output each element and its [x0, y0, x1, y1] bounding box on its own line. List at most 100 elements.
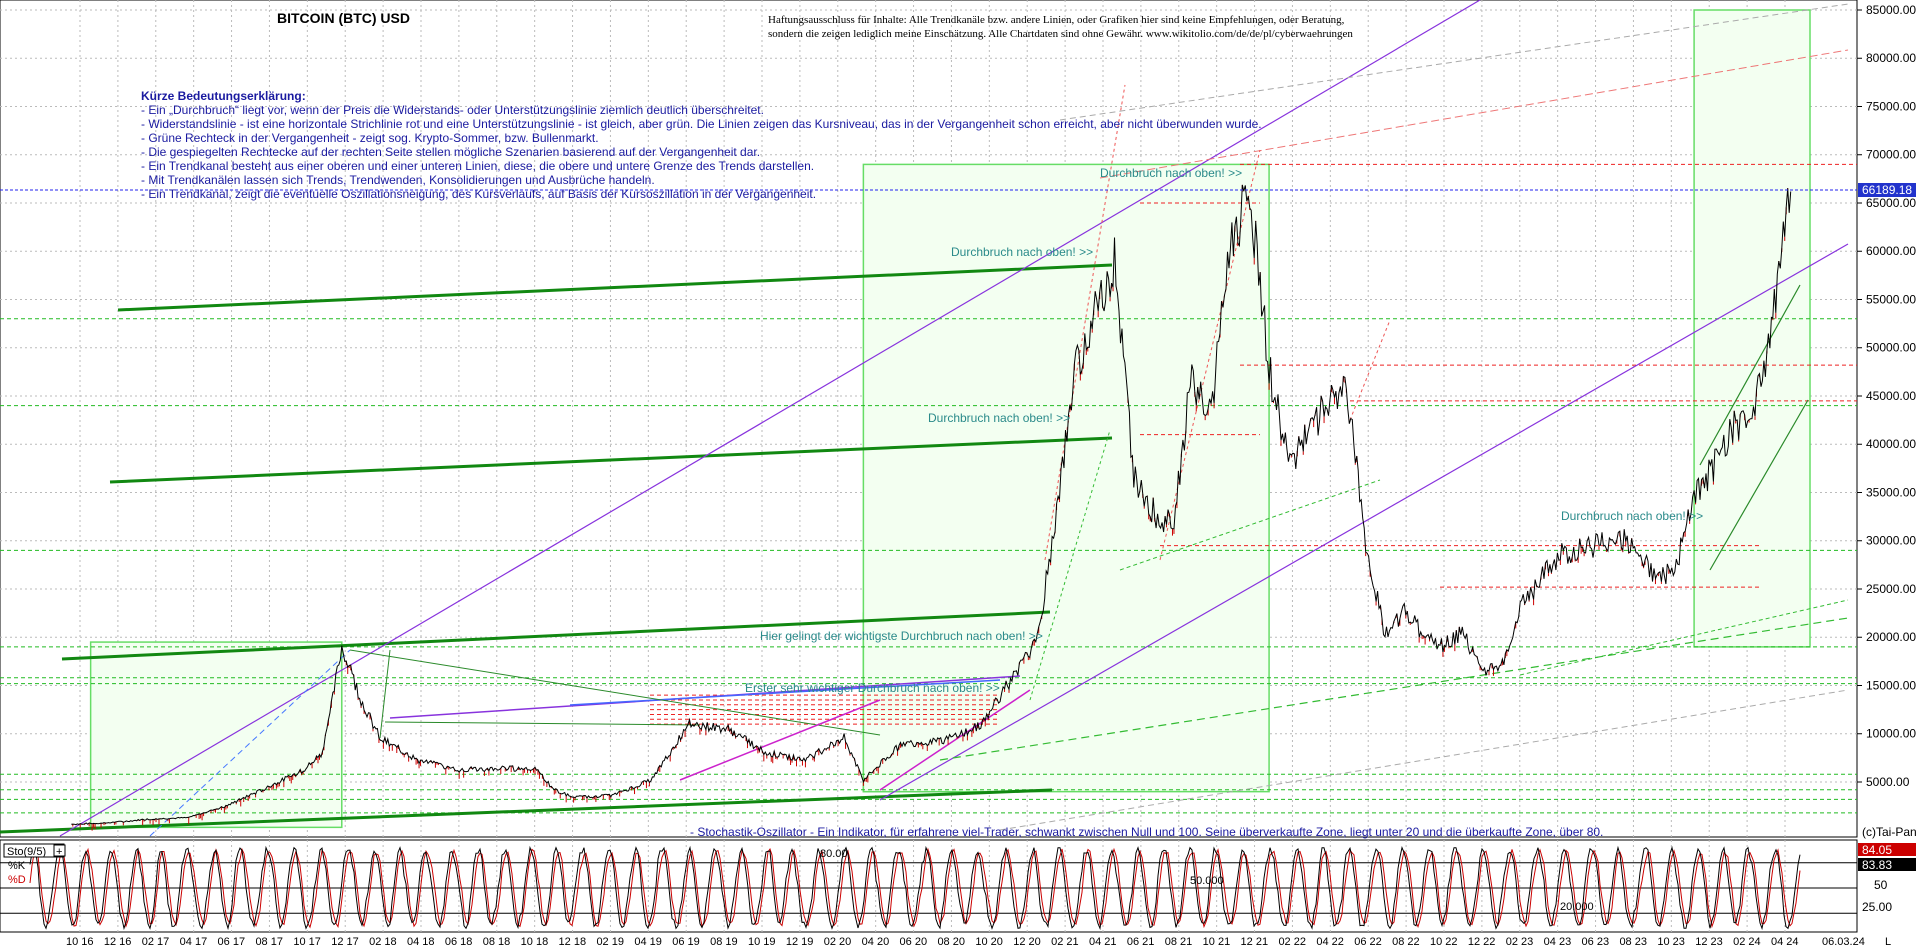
y-tick-label: 55000.00: [1866, 292, 1916, 306]
x-tick-label: 10 23: [1657, 936, 1685, 948]
y-tick-label: 70000.00: [1866, 148, 1916, 162]
x-tick-label: 02 18: [369, 936, 397, 948]
trend-line: [61, 610, 1051, 661]
x-tick-label: 10 19: [748, 936, 776, 948]
sto-k-tag: [1858, 843, 1916, 856]
y-tick-label: 80000.00: [1866, 51, 1916, 65]
x-tick-label: 02 22: [1278, 936, 1306, 948]
bull-market-box: [862, 163, 1270, 793]
sto-expand-icon: +: [56, 846, 62, 858]
y-tick-label: 40000.00: [1866, 437, 1916, 451]
y-tick-label: 85000.00: [1866, 3, 1916, 17]
trend-line: [939, 617, 1849, 761]
trend-line: [1159, 149, 1261, 561]
x-tick-label: 10 21: [1203, 936, 1231, 948]
bull-market-box: [89, 641, 343, 829]
trend-line: [117, 263, 1113, 312]
sto-level-50: 50.000: [1190, 875, 1224, 887]
trend-line: [569, 679, 1001, 706]
copyright: (c)Tai-Pan: [1862, 825, 1916, 839]
trend-line: [1699, 284, 1801, 466]
x-tick-label: 06 21: [1127, 936, 1155, 948]
x-tick-label: 10 18: [521, 936, 549, 948]
y-tick-label: 65000.00: [1866, 196, 1916, 210]
sto-level-80: 80.00: [820, 848, 848, 860]
sto-50-label: 50: [1874, 878, 1888, 892]
bull-market-box: [1693, 9, 1811, 648]
x-tick-label: 02 17: [142, 936, 170, 948]
y-tick-label: 20000.00: [1866, 630, 1916, 644]
x-tick-label: 08 19: [710, 936, 738, 948]
y-tick-label: 10000.00: [1866, 727, 1916, 741]
x-tick-label: 08 21: [1165, 936, 1193, 948]
x-tick-label: 10 22: [1430, 936, 1458, 948]
y-tick-label: 35000.00: [1866, 485, 1916, 499]
x-tick-label: 12 22: [1468, 936, 1496, 948]
x-axis-labels: 10 16 12 16 02 17 04 17 06 17 08 17 10 17 12 17…: [66, 936, 1799, 948]
breakout-label-4: Durchbruch nach oben! >>: [1561, 509, 1703, 523]
scale-mode-label: L: [1885, 936, 1891, 948]
trend-line: [109, 436, 1113, 484]
trend-line: [1519, 599, 1849, 676]
x-tick-label: 08 23: [1619, 936, 1647, 948]
breakout-label-3: Durchbruch nach oben! >>: [928, 411, 1070, 425]
sto-d-label: %D: [8, 874, 26, 886]
legend-line: - Ein „Durchbruch“ liegt vor, wenn der P…: [141, 103, 764, 117]
sto-k-line: [29, 845, 1801, 931]
x-tick-label: 04 23: [1544, 936, 1572, 948]
trend-line: [0, 788, 1053, 834]
breakout-label-1: Durchbruch nach oben! >>: [1100, 166, 1242, 180]
stochastic-oscillator: [0, 845, 1857, 931]
x-tick-label: 02 21: [1051, 936, 1079, 948]
sto-level-20: 20.000: [1560, 901, 1594, 913]
x-tick-label: 10 16: [66, 936, 94, 948]
sto-label: Sto(9/5): [7, 846, 46, 858]
support-resistance-lines: [0, 163, 1857, 814]
x-tick-label: 02 20: [824, 936, 852, 948]
x-tick-label: 04 21: [1089, 936, 1117, 948]
trend-line: [879, 689, 1031, 791]
legend-line: - Grüne Rechteck in der Vergangenheit - …: [141, 131, 599, 145]
x-tick-label: 10 17: [293, 936, 321, 948]
x-tick-label: 08 22: [1392, 936, 1420, 948]
sto-expand-button[interactable]: [53, 844, 66, 857]
x-tick-label: 06 23: [1582, 936, 1610, 948]
x-tick-label: 12 17: [331, 936, 359, 948]
last-date-label: 06.03.24: [1822, 936, 1865, 948]
sto-d-line: [29, 847, 1801, 929]
x-tick-label: 04 22: [1316, 936, 1344, 948]
disclaimer-line-2: sondern die zeigen lediglich meine Einsc…: [768, 28, 1353, 40]
y-tick-label: 25000.00: [1866, 582, 1916, 596]
x-tick-label: 08 20: [937, 936, 965, 948]
y-tick-label: 50000.00: [1866, 341, 1916, 355]
x-tick-label: 12 18: [559, 936, 587, 948]
trend-line: [349, 649, 881, 736]
legend-line: - Mit Trendkanälen lassen sich Trends, T…: [141, 173, 655, 187]
disclaimer-line-1: Haftungsausschluss für Inhalte: Alle Tre…: [768, 14, 1345, 26]
sto-d-value: 83.83: [1862, 858, 1892, 872]
x-tick-label: 04 20: [862, 936, 890, 948]
trend-line: [679, 699, 881, 781]
y-tick-label: 75000.00: [1866, 99, 1916, 113]
x-tick-label: 06 20: [900, 936, 928, 948]
x-tick-label: 08 18: [483, 936, 511, 948]
x-tick-label: 12 19: [786, 936, 814, 948]
trend-line: [59, 0, 1481, 837]
trend-line: [879, 243, 1849, 801]
legend-title: Kürze Bedeutungserklärung:: [141, 89, 306, 103]
x-tick-label: 02 24: [1733, 936, 1761, 948]
x-tick-label: 06 19: [672, 936, 700, 948]
current-price-label: 66189.18: [1862, 183, 1912, 197]
x-tick-label: 02 23: [1506, 936, 1534, 948]
x-tick-label: 08 17: [255, 936, 283, 948]
trend-line: [999, 689, 1849, 831]
y-tick-label: 60000.00: [1866, 244, 1916, 258]
y-tick-label: 15000.00: [1866, 678, 1916, 692]
trend-line: [1709, 399, 1809, 571]
stochastic-note: - Stochastik-Oszillator - Ein Indikator,…: [690, 825, 1603, 839]
current-price-tag: [1858, 183, 1916, 197]
y-tick-label: 45000.00: [1866, 389, 1916, 403]
y-tick-label: 5000.00: [1866, 775, 1910, 789]
legend-line: - Widerstandslinie - ist eine horizontal…: [141, 117, 1262, 131]
